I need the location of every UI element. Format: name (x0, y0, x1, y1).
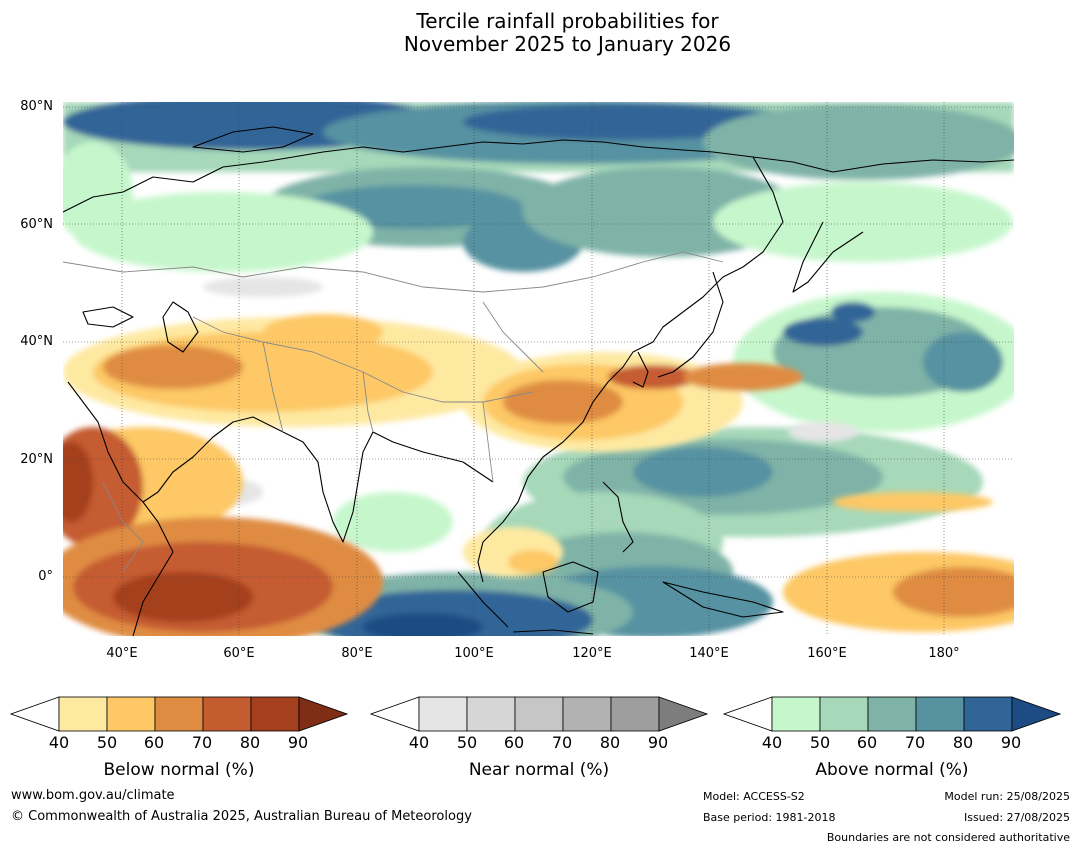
colorbar-bin-4 (915, 696, 965, 732)
colorbar-bin-2 (819, 696, 869, 732)
disclaimer-text: Boundaries are not considered authoritat… (826, 831, 1070, 844)
map-title: Tercile rainfall probabilities for Novem… (0, 10, 1081, 56)
above-tick-50: 50 (809, 733, 831, 752)
colorbar-bin-1 (418, 696, 468, 732)
above-tick-80: 80 (952, 733, 974, 752)
above-tick-90: 90 (1000, 733, 1022, 752)
colorbar-high-extension (298, 696, 348, 732)
below-normal-title: Below normal (%) (103, 760, 255, 780)
above-normal-colorbar (723, 696, 1061, 732)
above-normal-title: Above normal (%) (815, 760, 969, 780)
website-link[interactable]: www.bom.gov.au/climate (11, 788, 175, 803)
colorbar-bin-5 (250, 696, 300, 732)
lat-label-80n: 80°N (20, 99, 53, 114)
lon-label-180: 180° (928, 646, 960, 661)
colorbar-bin-3 (514, 696, 564, 732)
lon-label-160e: 160°E (807, 646, 847, 661)
copyright-text: © Commonwealth of Australia 2025, Austra… (11, 809, 472, 824)
near-tick-70: 70 (551, 733, 573, 752)
below-tick-80: 80 (239, 733, 261, 752)
colorbar-bin-4 (562, 696, 612, 732)
near-normal-colorbar (370, 696, 708, 732)
colorbar-bin-2 (106, 696, 156, 732)
near-tick-80: 80 (599, 733, 621, 752)
lat-label-40n: 40°N (20, 334, 53, 349)
near-tick-60: 60 (503, 733, 525, 752)
title-line-2: November 2025 to January 2026 (403, 32, 732, 56)
model-run-text: Model run: 25/08/2025 (944, 790, 1070, 803)
near-tick-90: 90 (647, 733, 669, 752)
base-period-text: Base period: 1981-2018 (703, 811, 836, 824)
lon-label-140e: 140°E (689, 646, 729, 661)
colorbar-bin-1 (771, 696, 821, 732)
lat-label-60n: 60°N (20, 217, 53, 232)
model-text: Model: ACCESS-S2 (703, 790, 805, 803)
below-normal-colorbar (10, 696, 348, 732)
below-normal-regions (63, 314, 1014, 636)
lon-label-60e: 60°E (223, 646, 255, 661)
near-normal-title: Near normal (%) (468, 760, 610, 780)
above-tick-70: 70 (904, 733, 926, 752)
colorbar-bin-2 (466, 696, 516, 732)
colorbar-low-extension (370, 696, 420, 732)
below-tick-90: 90 (287, 733, 309, 752)
lat-label-20n: 20°N (20, 452, 53, 467)
rainfall-probability-map (63, 102, 1014, 636)
colorbar-bin-4 (202, 696, 252, 732)
above-tick-40: 40 (761, 733, 783, 752)
colorbar-high-extension (658, 696, 708, 732)
colorbar-bin-3 (867, 696, 917, 732)
lon-label-120e: 120°E (572, 646, 612, 661)
colorbar-bin-1 (58, 696, 108, 732)
lat-label-0: 0° (38, 569, 53, 584)
below-tick-60: 60 (143, 733, 165, 752)
colorbar-low-extension (10, 696, 60, 732)
colorbar-bin-5 (963, 696, 1013, 732)
lon-label-80e: 80°E (341, 646, 373, 661)
below-tick-40: 40 (48, 733, 70, 752)
graticule (63, 102, 1014, 636)
lon-label-40e: 40°E (106, 646, 138, 661)
colorbar-bin-3 (154, 696, 204, 732)
coastlines (63, 126, 1014, 636)
below-tick-50: 50 (96, 733, 118, 752)
issued-text: Issued: 27/08/2025 (963, 811, 1070, 824)
colorbar-high-extension (1011, 696, 1061, 732)
colorbar-low-extension (723, 696, 773, 732)
title-line-1: Tercile rainfall probabilities for (416, 9, 719, 33)
colorbar-bin-5 (610, 696, 660, 732)
near-tick-40: 40 (408, 733, 430, 752)
above-tick-60: 60 (856, 733, 878, 752)
near-tick-50: 50 (456, 733, 478, 752)
country-borders (63, 251, 724, 573)
map-canvas (63, 102, 1014, 636)
below-tick-70: 70 (191, 733, 213, 752)
lon-label-100e: 100°E (454, 646, 494, 661)
